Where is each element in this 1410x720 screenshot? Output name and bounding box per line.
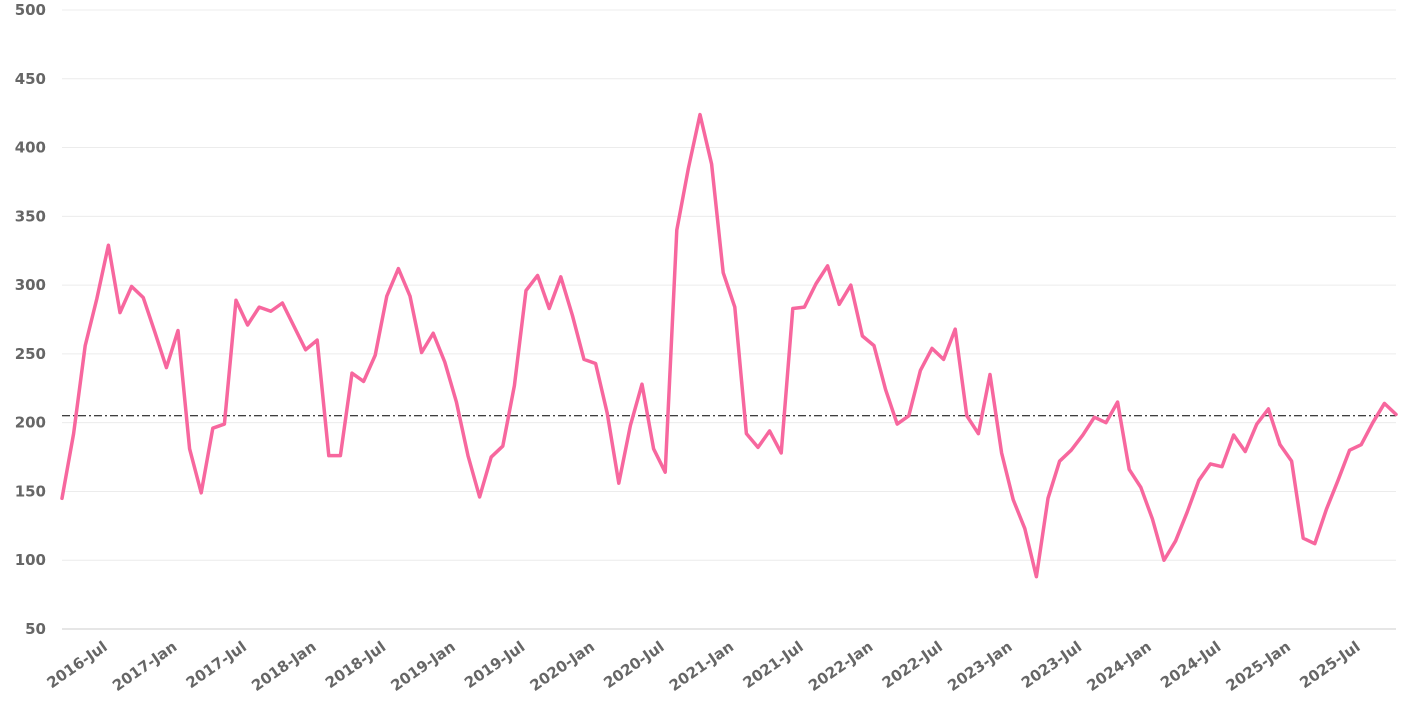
x-tick-label: 2019-Jul <box>461 638 528 693</box>
y-tick-label: 100 <box>15 551 46 569</box>
y-axis: 50 100 150 200 250 300 350 400 450 500 <box>15 1 46 638</box>
x-tick-label: 2020-Jul <box>600 638 667 693</box>
x-tick-label: 2025-Jul <box>1296 638 1363 693</box>
x-tick-label: 2024-Jan <box>1083 638 1154 695</box>
y-tick-label: 200 <box>15 414 46 432</box>
grid-lines <box>62 9 1396 630</box>
x-tick-label: 2018-Jul <box>322 638 389 693</box>
x-tick-label: 2021-Jan <box>666 638 737 695</box>
x-tick-label: 2023-Jul <box>1018 638 1085 693</box>
x-tick-label: 2023-Jan <box>944 638 1015 695</box>
x-tick-label: 2025-Jan <box>1223 638 1294 695</box>
x-tick-label: 2016-Jul <box>44 638 111 693</box>
series-group <box>60 112 1398 579</box>
y-tick-label: 350 <box>15 207 46 225</box>
x-tick-label: 2019-Jan <box>387 638 458 695</box>
y-tick-label: 300 <box>15 276 46 294</box>
x-tick-label: 2022-Jan <box>805 638 876 695</box>
x-tick-label: 2021-Jul <box>740 638 807 693</box>
x-tick-label: 2017-Jul <box>183 638 250 693</box>
x-tick-label: 2024-Jul <box>1157 638 1224 693</box>
y-tick-label: 450 <box>15 70 46 88</box>
series-line <box>60 112 1398 579</box>
x-tick-label: 2018-Jan <box>248 638 319 695</box>
x-tick-label: 2022-Jul <box>879 638 946 693</box>
y-tick-label: 50 <box>25 620 46 638</box>
x-tick-label: 2017-Jan <box>109 638 180 695</box>
y-tick-label: 500 <box>15 1 46 19</box>
x-tick-label: 2020-Jan <box>527 638 598 695</box>
y-tick-label: 150 <box>15 482 46 500</box>
y-tick-label: 250 <box>15 345 46 363</box>
y-tick-label: 400 <box>15 139 46 157</box>
